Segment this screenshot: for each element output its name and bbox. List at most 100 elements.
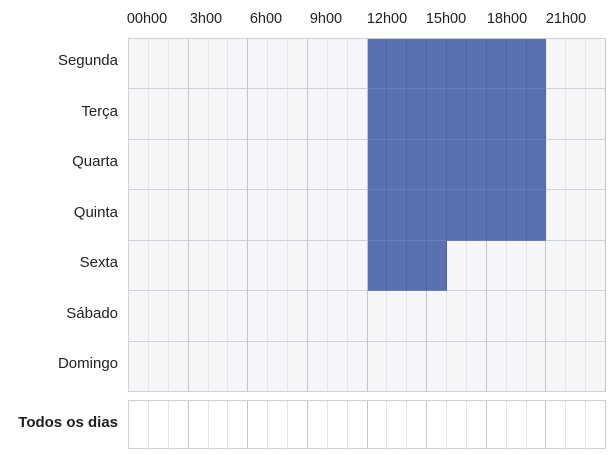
hour-cell-quarta-7[interactable]	[268, 139, 288, 191]
hour-cell-segunda-16[interactable]	[447, 39, 467, 90]
hour-cell-sabado-21[interactable]	[546, 291, 567, 342]
hour-cell-sexta-18[interactable]	[486, 240, 507, 292]
hour-cell-sabado-9[interactable]	[307, 291, 328, 342]
hour-cell-segunda-21[interactable]	[546, 39, 567, 90]
hour-cell-sabado-19[interactable]	[506, 291, 527, 342]
hour-cell-terca-12[interactable]	[367, 89, 388, 140]
hour-cell-sabado-8[interactable]	[288, 291, 308, 342]
hour-cell-sexta-13[interactable]	[387, 240, 408, 292]
hour-cell-terca-14[interactable]	[407, 89, 428, 140]
hour-cell-domingo-9[interactable]	[307, 341, 328, 392]
hour-cell-segunda-6[interactable]	[248, 39, 269, 90]
hour-cell-domingo-1[interactable]	[148, 341, 169, 392]
hour-cell-sexta-9[interactable]	[307, 240, 328, 292]
hour-cell-sexta-10[interactable]	[327, 240, 348, 292]
hour-cell-todos-os-dias-23[interactable]	[586, 401, 606, 449]
hour-cell-todos-os-dias-17[interactable]	[466, 401, 487, 449]
hour-cell-segunda-8[interactable]	[288, 39, 308, 90]
hour-cell-quinta-8[interactable]	[288, 190, 308, 241]
hour-cell-segunda-5[interactable]	[228, 39, 249, 90]
hour-cell-terca-10[interactable]	[327, 89, 348, 140]
hour-cell-sabado-2[interactable]	[168, 291, 189, 342]
hour-cell-quinta-15[interactable]	[427, 190, 447, 241]
hour-cell-sabado-13[interactable]	[387, 291, 408, 342]
hour-cell-quarta-4[interactable]	[208, 139, 229, 191]
hour-cell-todos-os-dias-14[interactable]	[407, 401, 428, 449]
hour-cell-sabado-12[interactable]	[367, 291, 388, 342]
hour-cell-quinta-1[interactable]	[148, 190, 169, 241]
hour-cell-segunda-7[interactable]	[268, 39, 288, 90]
hour-cell-domingo-16[interactable]	[447, 341, 467, 392]
hour-cell-sexta-4[interactable]	[208, 240, 229, 292]
hour-cell-sexta-8[interactable]	[288, 240, 308, 292]
hour-cell-segunda-1[interactable]	[148, 39, 169, 90]
hour-cell-sexta-11[interactable]	[347, 240, 368, 292]
hour-cell-segunda-12[interactable]	[367, 39, 388, 90]
hour-cell-sexta-12[interactable]	[367, 240, 388, 292]
hour-cell-quinta-7[interactable]	[268, 190, 288, 241]
hour-cell-todos-os-dias-16[interactable]	[447, 401, 467, 449]
hour-cell-quinta-16[interactable]	[447, 190, 467, 241]
hour-cell-todos-os-dias-1[interactable]	[148, 401, 169, 449]
hour-cell-sabado-14[interactable]	[407, 291, 428, 342]
hour-cell-todos-os-dias-4[interactable]	[208, 401, 229, 449]
hour-cell-quinta-17[interactable]	[466, 190, 487, 241]
hour-cell-quarta-0[interactable]	[129, 139, 149, 191]
hour-cell-quinta-23[interactable]	[586, 190, 606, 241]
hour-cell-sabado-5[interactable]	[228, 291, 249, 342]
hour-cell-sabado-18[interactable]	[486, 291, 507, 342]
hour-cell-domingo-22[interactable]	[566, 341, 587, 392]
hour-cell-sabado-4[interactable]	[208, 291, 229, 342]
hour-cell-domingo-23[interactable]	[586, 341, 606, 392]
hour-cell-quarta-9[interactable]	[307, 139, 328, 191]
hour-cell-sexta-7[interactable]	[268, 240, 288, 292]
hour-cell-terca-9[interactable]	[307, 89, 328, 140]
hour-cell-terca-17[interactable]	[466, 89, 487, 140]
hour-cell-terca-19[interactable]	[506, 89, 527, 140]
hour-cell-segunda-11[interactable]	[347, 39, 368, 90]
hour-cell-segunda-0[interactable]	[129, 39, 149, 90]
hour-cell-quarta-11[interactable]	[347, 139, 368, 191]
hour-cell-segunda-13[interactable]	[387, 39, 408, 90]
hour-cell-todos-os-dias-3[interactable]	[188, 401, 209, 449]
hour-cell-terca-7[interactable]	[268, 89, 288, 140]
hour-cell-domingo-13[interactable]	[387, 341, 408, 392]
hour-cell-domingo-19[interactable]	[506, 341, 527, 392]
hour-cell-terca-6[interactable]	[248, 89, 269, 140]
hour-cell-quinta-13[interactable]	[387, 190, 408, 241]
hour-cell-quinta-10[interactable]	[327, 190, 348, 241]
hour-cell-sexta-21[interactable]	[546, 240, 567, 292]
hour-cell-quinta-4[interactable]	[208, 190, 229, 241]
hour-cell-quinta-22[interactable]	[566, 190, 587, 241]
hour-cell-domingo-10[interactable]	[327, 341, 348, 392]
hour-cell-quarta-19[interactable]	[506, 139, 527, 191]
hour-cell-sexta-3[interactable]	[188, 240, 209, 292]
hour-cell-terca-18[interactable]	[486, 89, 507, 140]
hour-cell-domingo-5[interactable]	[228, 341, 249, 392]
hour-cell-quarta-6[interactable]	[248, 139, 269, 191]
hour-cell-sexta-22[interactable]	[566, 240, 587, 292]
hour-cell-quarta-10[interactable]	[327, 139, 348, 191]
hour-cell-sabado-11[interactable]	[347, 291, 368, 342]
hour-cell-quarta-8[interactable]	[288, 139, 308, 191]
hour-cell-segunda-22[interactable]	[566, 39, 587, 90]
hour-cell-segunda-2[interactable]	[168, 39, 189, 90]
hour-cell-quarta-15[interactable]	[427, 139, 447, 191]
hour-cell-sabado-20[interactable]	[526, 291, 547, 342]
hour-cell-todos-os-dias-8[interactable]	[288, 401, 308, 449]
hour-cell-domingo-3[interactable]	[188, 341, 209, 392]
hour-cell-todos-os-dias-5[interactable]	[228, 401, 249, 449]
hour-cell-terca-1[interactable]	[148, 89, 169, 140]
hour-cell-terca-0[interactable]	[129, 89, 149, 140]
hour-cell-domingo-7[interactable]	[268, 341, 288, 392]
hour-cell-sexta-2[interactable]	[168, 240, 189, 292]
hour-cell-quinta-12[interactable]	[367, 190, 388, 241]
hour-cell-domingo-14[interactable]	[407, 341, 428, 392]
hour-cell-terca-21[interactable]	[546, 89, 567, 140]
hour-cell-domingo-11[interactable]	[347, 341, 368, 392]
hour-cell-todos-os-dias-18[interactable]	[486, 401, 507, 449]
hour-cell-quarta-23[interactable]	[586, 139, 606, 191]
hour-cell-terca-2[interactable]	[168, 89, 189, 140]
hour-cell-quarta-20[interactable]	[526, 139, 547, 191]
hour-cell-sabado-7[interactable]	[268, 291, 288, 342]
